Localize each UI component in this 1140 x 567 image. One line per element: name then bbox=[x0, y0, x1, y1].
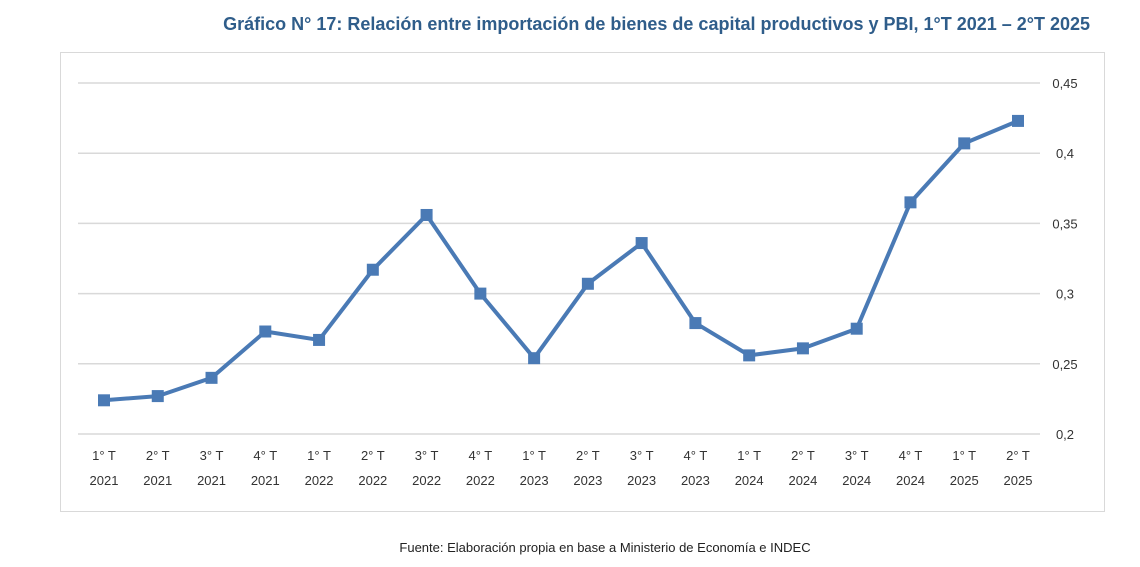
data-point bbox=[1012, 114, 1024, 127]
x-tick-label: 2° T bbox=[1006, 448, 1030, 463]
data-point bbox=[958, 137, 971, 150]
x-tick-label-year: 2022 bbox=[412, 473, 441, 488]
x-tick-label: 1° T bbox=[307, 448, 331, 463]
x-tick-label: 1° T bbox=[92, 448, 116, 463]
source-note: Fuente: Elaboración propia en base a Min… bbox=[399, 540, 811, 555]
data-point bbox=[581, 277, 594, 290]
x-tick-label: 2° T bbox=[576, 448, 600, 463]
x-tick-label-year: 2024 bbox=[842, 473, 871, 488]
data-point bbox=[205, 371, 218, 384]
y-tick-label: 0,4 bbox=[1056, 146, 1074, 161]
x-tick-label-year: 2024 bbox=[788, 473, 817, 488]
data-point bbox=[850, 322, 863, 335]
y-tick-label: 0,45 bbox=[1052, 76, 1077, 91]
x-tick-label: 2° T bbox=[146, 448, 170, 463]
data-point bbox=[796, 342, 809, 355]
x-tick-label-year: 2023 bbox=[573, 473, 602, 488]
data-point bbox=[904, 196, 917, 209]
series-line bbox=[103, 119, 1019, 403]
x-tick-label-year: 2021 bbox=[90, 473, 119, 488]
data-point bbox=[474, 287, 487, 300]
x-tick-label-year: 2023 bbox=[627, 473, 656, 488]
x-tick-label-year: 2024 bbox=[735, 473, 764, 488]
chart-frame bbox=[60, 52, 1105, 512]
x-tick-label: 1° T bbox=[737, 448, 761, 463]
x-tick-label-year: 2022 bbox=[466, 473, 495, 488]
x-tick-label-year: 2025 bbox=[950, 473, 979, 488]
data-point bbox=[259, 325, 272, 338]
data-point bbox=[151, 390, 164, 403]
data-point bbox=[98, 394, 110, 407]
y-tick-label: 0,2 bbox=[1056, 427, 1074, 442]
x-tick-label-year: 2022 bbox=[305, 473, 334, 488]
x-tick-label: 3° T bbox=[415, 448, 439, 463]
x-tick-label-year: 2021 bbox=[197, 473, 226, 488]
x-tick-label: 1° T bbox=[522, 448, 546, 463]
x-tick-label-year: 2025 bbox=[1004, 473, 1033, 488]
y-tick-label: 0,35 bbox=[1052, 216, 1077, 231]
x-tick-label: 4° T bbox=[684, 448, 708, 463]
x-tick-label: 3° T bbox=[845, 448, 869, 463]
x-tick-label: 2° T bbox=[791, 448, 815, 463]
x-tick-label: 1° T bbox=[952, 448, 976, 463]
x-tick-label: 4° T bbox=[468, 448, 492, 463]
x-tick-label-year: 2023 bbox=[520, 473, 549, 488]
y-tick-label: 0,25 bbox=[1052, 357, 1077, 372]
data-point bbox=[313, 333, 326, 346]
x-tick-label: 4° T bbox=[899, 448, 923, 463]
x-tick-label: 4° T bbox=[253, 448, 277, 463]
y-tick-label: 0,3 bbox=[1056, 287, 1074, 302]
data-point bbox=[528, 352, 541, 365]
x-tick-label-year: 2024 bbox=[896, 473, 925, 488]
x-tick-label-year: 2023 bbox=[681, 473, 710, 488]
x-tick-label: 2° T bbox=[361, 448, 385, 463]
data-point bbox=[635, 237, 648, 250]
x-tick-label-year: 2022 bbox=[358, 473, 387, 488]
data-point bbox=[689, 317, 702, 330]
data-point bbox=[420, 208, 433, 221]
data-point bbox=[743, 349, 756, 362]
x-tick-label-year: 2021 bbox=[251, 473, 280, 488]
x-tick-label: 3° T bbox=[200, 448, 224, 463]
x-tick-label: 3° T bbox=[630, 448, 654, 463]
x-tick-label-year: 2021 bbox=[143, 473, 172, 488]
data-point bbox=[366, 263, 379, 276]
chart-title: Gráfico N° 17: Relación entre importació… bbox=[223, 14, 1090, 34]
